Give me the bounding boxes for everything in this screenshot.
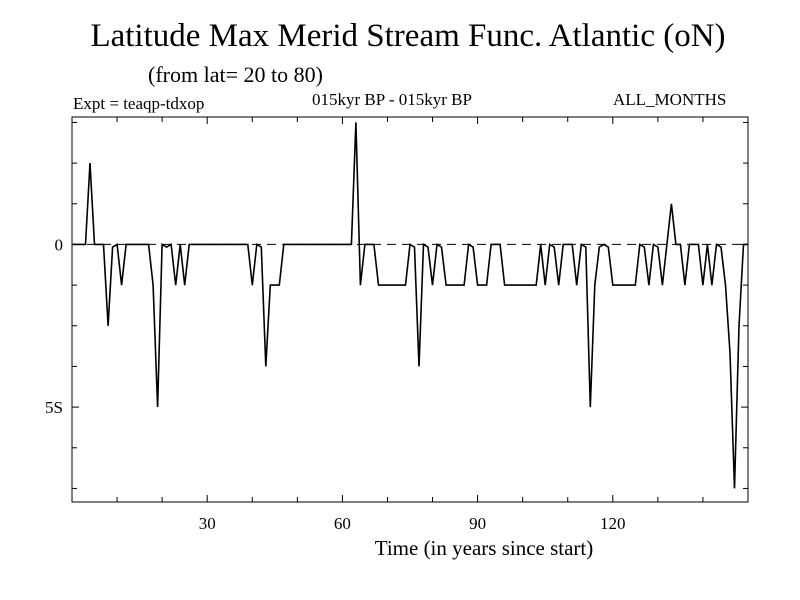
chart-subtitle: (from lat= 20 to 80) (148, 62, 323, 87)
series-line (72, 122, 748, 489)
plot-frame (71, 116, 749, 503)
x-tick-label: 90 (469, 514, 486, 533)
y-tick-label: 0 (55, 235, 64, 254)
experiment-label: Expt = teaqp-tdxop (73, 94, 205, 113)
season-label: ALL_MONTHS (613, 90, 727, 109)
x-tick-label: 60 (334, 514, 351, 533)
period-label: 015kyr BP - 015kyr BP (312, 90, 472, 109)
x-axis-label: Time (in years since start) (375, 536, 594, 560)
x-tick-label: 30 (199, 514, 216, 533)
x-tick-label: 120 (600, 514, 626, 533)
chart-title: Latitude Max Merid Stream Func. Atlantic… (90, 18, 726, 54)
y-tick-label: 5S (45, 398, 63, 417)
